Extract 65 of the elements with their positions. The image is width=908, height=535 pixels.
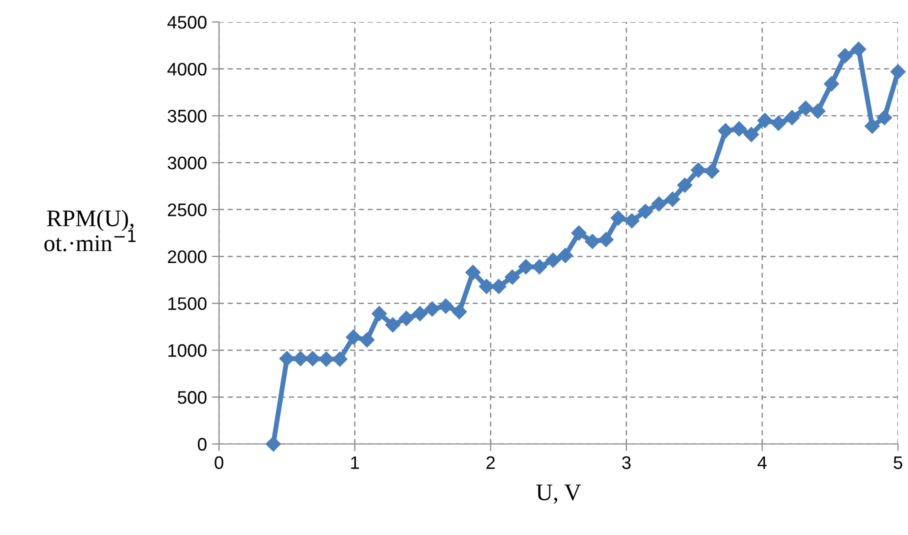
y-tick-label: 3500 <box>168 110 206 122</box>
point <box>385 317 400 332</box>
point <box>798 100 814 116</box>
y-tick-label: 1000 <box>168 344 206 357</box>
point <box>558 248 573 264</box>
x-axis-title: U, V <box>536 484 581 504</box>
x-tick-label: 0 <box>214 456 224 470</box>
x-tick-label: 3 <box>622 456 631 470</box>
point <box>704 164 720 179</box>
y-tick-label: 500 <box>178 391 206 404</box>
point <box>824 76 840 92</box>
point <box>744 126 759 142</box>
point <box>837 48 853 64</box>
point <box>305 351 320 366</box>
point <box>478 278 494 294</box>
point <box>465 264 481 280</box>
point <box>491 278 506 294</box>
point <box>624 213 640 228</box>
point <box>718 123 734 138</box>
point <box>665 192 680 207</box>
point <box>412 306 428 322</box>
y-tick-label: 2000 <box>168 250 206 264</box>
point <box>610 210 626 226</box>
point <box>784 110 800 126</box>
point <box>318 352 334 367</box>
point <box>518 259 534 274</box>
point <box>346 330 362 345</box>
point <box>890 64 906 80</box>
y-tick-label: 4000 <box>167 62 206 76</box>
x-tick-label: 5 <box>894 456 902 470</box>
point <box>571 225 586 241</box>
point <box>810 104 826 119</box>
point <box>292 351 308 366</box>
y-tick-label: 2500 <box>168 203 206 216</box>
point <box>598 232 614 248</box>
point <box>732 121 747 136</box>
point <box>770 116 786 131</box>
point <box>864 118 880 134</box>
y-tick-label: 3000 <box>168 156 206 170</box>
y-tick-label: 1500 <box>168 297 206 310</box>
x-tick-label: 4 <box>758 456 767 469</box>
point <box>546 252 561 268</box>
point <box>851 42 866 57</box>
y-tick-label: 0 <box>198 438 206 451</box>
y-tick-label: 4500 <box>167 16 206 29</box>
point <box>452 304 467 320</box>
point <box>359 332 375 348</box>
point <box>398 310 414 326</box>
x-tick-label: 2 <box>486 456 495 469</box>
point <box>372 306 387 322</box>
point <box>584 234 600 250</box>
point <box>279 351 294 366</box>
point <box>677 178 692 193</box>
point <box>690 162 706 178</box>
point <box>332 352 348 367</box>
point <box>438 298 454 314</box>
point <box>757 112 772 128</box>
point <box>651 196 667 212</box>
point <box>504 270 520 285</box>
point <box>266 436 281 452</box>
x-tick-label: 1 <box>351 456 359 469</box>
point <box>876 110 892 126</box>
point <box>424 301 440 317</box>
point <box>638 204 653 219</box>
y-axis-title: RPM(U), ot.·min$^{−1}$ <box>44 210 136 252</box>
